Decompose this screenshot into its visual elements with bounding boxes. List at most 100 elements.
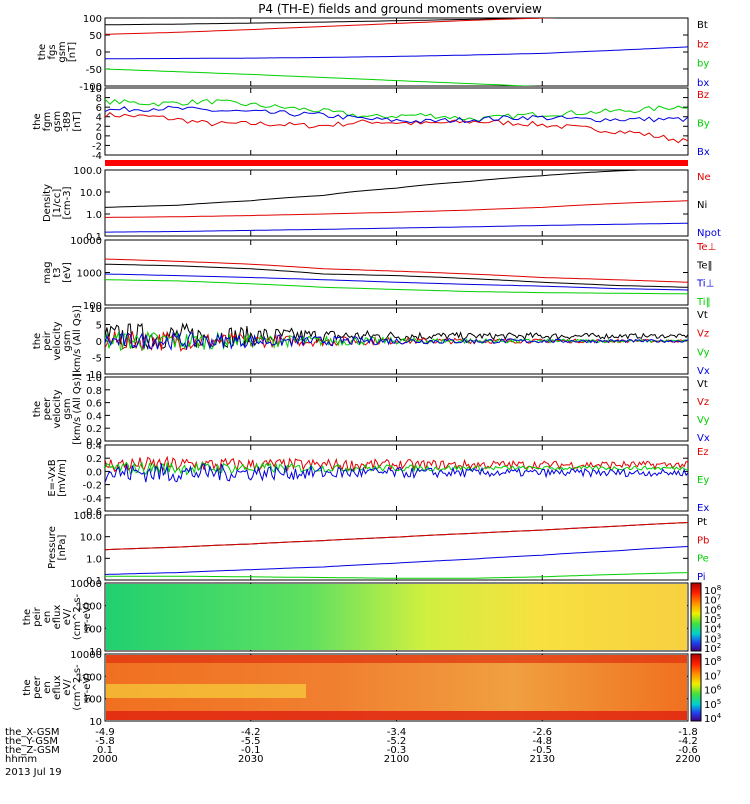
legend-Bx: Bx — [697, 147, 710, 158]
panel-peir: thepeirvelocitygsm[km/s (All Qs)] — [32, 305, 689, 377]
ephemeris-value: -0.1 — [241, 745, 261, 756]
y-tick-label: 100.0 — [73, 511, 102, 522]
legend-by: by — [697, 59, 709, 70]
colorbar-label: 106 — [704, 603, 722, 616]
y-axis-label: thepeervelocitygsm[km/s (All Qs)] — [32, 373, 83, 445]
y-tick-label: 0.8 — [86, 386, 102, 397]
heat-band — [106, 684, 306, 698]
colorbar-label: 108 — [704, 584, 721, 597]
y-tick-label: 0.0 — [86, 467, 102, 478]
series-line-by — [105, 68, 538, 86]
y-tick-label: -0.4 — [82, 494, 102, 505]
legend-Ex: Ex — [697, 503, 709, 514]
colorbar-label: 105 — [704, 613, 721, 626]
y-tick-label: 10 — [89, 304, 102, 315]
ephemeris-value: -1.8 — [678, 727, 698, 738]
y-tick-label: 10.0 — [80, 188, 102, 199]
colorbar — [690, 653, 702, 722]
y-tick-label: 10 — [89, 84, 102, 95]
panel-temp: magt3[eV] — [42, 239, 689, 306]
y-tick-label: 4 — [96, 113, 102, 124]
panel-frame — [104, 17, 689, 87]
legend-Pi: Pi — [697, 572, 706, 583]
ephemeris-value: -0.3 — [387, 745, 407, 756]
series-line-Ni — [105, 170, 652, 208]
y-axis-label: thefgsgsm[nT] — [37, 41, 78, 62]
ephemeris-value: -4.9 — [95, 727, 115, 738]
ephemeris-value: -4.8 — [532, 736, 552, 747]
series-line-Te⊥ — [105, 258, 688, 283]
panel-frame — [104, 239, 689, 306]
series-line-By — [105, 98, 688, 122]
legend-Te‖: Te‖ — [696, 260, 713, 271]
legend-Bz: Bz — [697, 90, 709, 101]
colorbar-label: 108 — [704, 655, 721, 668]
ephemeris-value: -4.2 — [678, 736, 698, 747]
y-tick-label: 10000 — [70, 236, 102, 247]
y-tick-label: 1000 — [77, 672, 102, 683]
y-tick-label: 100 — [83, 695, 102, 706]
legend-Vt: Vt — [697, 379, 708, 390]
y-tick-label: 100.0 — [73, 166, 102, 177]
y-tick-label: 100 — [83, 624, 102, 635]
series-line-Vx — [105, 331, 688, 351]
y-tick-label: 0.1 — [86, 232, 102, 243]
ephemeris-value: -5.5 — [241, 736, 261, 747]
legend-Vx: Vx — [697, 366, 710, 377]
colorbar-label: 104 — [704, 712, 722, 725]
series-line-bx — [105, 46, 688, 60]
series-line-Pb — [105, 522, 688, 551]
y-tick-label: 0.0 — [86, 437, 102, 448]
legend-Ne: Ne — [697, 172, 711, 183]
legend-By: By — [697, 119, 710, 130]
date-label: 2013 Jul 19 — [5, 767, 62, 778]
ephemeris-value: -3.4 — [387, 727, 407, 738]
series-line-Ex — [105, 463, 688, 483]
y-tick-label: -0.2 — [82, 481, 102, 492]
y-tick-label: 0 — [96, 337, 102, 348]
legend-Vx: Vx — [697, 433, 710, 444]
y-tick-label: 1000 — [77, 269, 102, 280]
y-tick-label: 1.0 — [86, 373, 102, 384]
series-line-Npot — [105, 222, 688, 233]
panel-density: Density[1/cc][cm-3] — [42, 169, 689, 237]
series-line-Te‖ — [105, 263, 688, 288]
legend-Vz: Vz — [697, 397, 709, 408]
colorbar — [690, 582, 702, 652]
legend-Vz: Vz — [697, 329, 709, 340]
panel-efield: E=-VxB[mV/m] — [47, 444, 689, 512]
ephemeris-value: 2100 — [384, 754, 409, 765]
y-tick-label: 6 — [96, 103, 102, 114]
legend-Te⊥: Te⊥ — [696, 242, 716, 253]
y-tick-label: -2 — [92, 141, 102, 152]
y-axis-label: Density[1/cc][cm-3] — [42, 184, 73, 222]
flag-bar — [105, 160, 688, 166]
legend-Pb: Pb — [697, 535, 709, 546]
colorbar-label: 104 — [704, 623, 722, 636]
legend-bx: bx — [697, 78, 709, 89]
colorbar-label: 105 — [704, 698, 721, 711]
legend-Ez: Ez — [697, 447, 709, 458]
y-axis-label: magt3[eV] — [42, 261, 73, 283]
legend-Pe: Pe — [697, 554, 709, 565]
y-tick-label: 1.0 — [86, 210, 102, 221]
y-axis-label: thepeirvelocitygsm[km/s (All Qs)] — [32, 305, 83, 377]
y-axis-label: thefgmgsm-t89[nT] — [32, 111, 83, 132]
ephemeris-label: the_Y-GSM — [5, 736, 58, 747]
y-tick-label: -5 — [92, 354, 102, 365]
ephemeris-value: -5.2 — [387, 736, 407, 747]
heat-band — [106, 711, 687, 720]
panel-peer: thepeervelocitygsm[km/s (All Qs)] — [32, 373, 689, 445]
y-tick-label: -100 — [79, 82, 102, 93]
panel-fgm: thefgmgsm-t89[nT] — [32, 87, 689, 166]
y-tick-label: 1.0 — [86, 554, 102, 565]
colorbar-label: 106 — [704, 684, 722, 697]
series-line-Ti‖ — [105, 279, 688, 295]
series-line-Vy — [105, 330, 688, 352]
legend-Ey: Ey — [697, 475, 709, 486]
ephemeris-value: -5.8 — [95, 736, 115, 747]
y-axis-label: E=-VxB[mV/m] — [47, 459, 68, 497]
